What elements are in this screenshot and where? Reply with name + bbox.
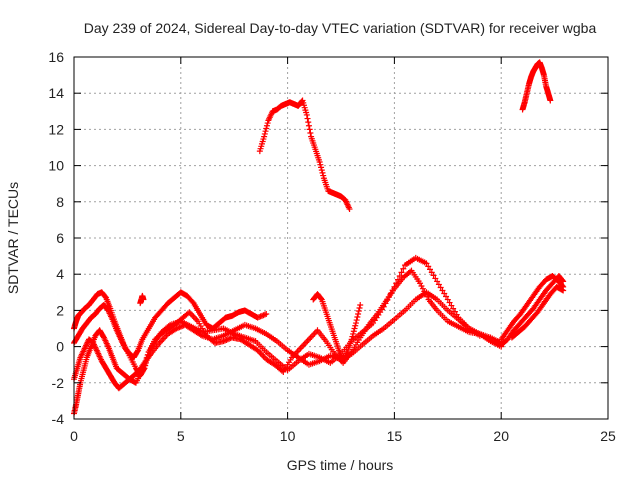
y-tick-label: -2	[52, 375, 65, 391]
series-markers	[256, 97, 353, 213]
series-track-i	[508, 283, 567, 341]
grid	[74, 57, 608, 419]
series-markers	[137, 292, 147, 307]
series-markers	[310, 291, 364, 365]
y-tick-label: 8	[56, 194, 64, 210]
x-tick-label: 25	[600, 428, 616, 444]
series-markers	[498, 273, 567, 343]
y-tick-label: 14	[48, 85, 64, 101]
series-track-j	[256, 97, 353, 213]
series-track-f	[137, 292, 147, 307]
series-track-k	[519, 59, 554, 113]
series-track-g	[498, 273, 567, 343]
y-tick-label: 12	[48, 121, 64, 137]
data-points	[71, 59, 567, 417]
x-tick-label: 20	[493, 428, 509, 444]
series-track-h	[498, 273, 567, 348]
y-tick-label: -4	[52, 411, 65, 427]
series-track-e	[310, 291, 364, 365]
y-tick-label: 0	[56, 339, 64, 355]
x-tick-label: 15	[387, 428, 403, 444]
axis-ticks: 0 5 10 15 20 25 -4 -2 0 2 4 6 8 10 12 14 16	[48, 49, 616, 444]
series-markers	[498, 273, 567, 348]
y-tick-label: 6	[56, 230, 64, 246]
series-markers	[519, 59, 554, 113]
x-tick-label: 10	[280, 428, 296, 444]
y-tick-label: 16	[48, 49, 64, 65]
chart-title: Day 239 of 2024, Sidereal Day-to-day VTE…	[84, 20, 597, 36]
y-axis-label: SDTVAR / TECUs	[5, 182, 21, 294]
series-markers	[508, 283, 567, 341]
y-tick-label: 2	[56, 302, 64, 318]
x-tick-label: 5	[177, 428, 185, 444]
y-tick-label: 4	[56, 266, 64, 282]
x-axis-label: GPS time / hours	[287, 457, 394, 473]
x-tick-label: 0	[70, 428, 78, 444]
y-tick-label: 10	[48, 158, 64, 174]
